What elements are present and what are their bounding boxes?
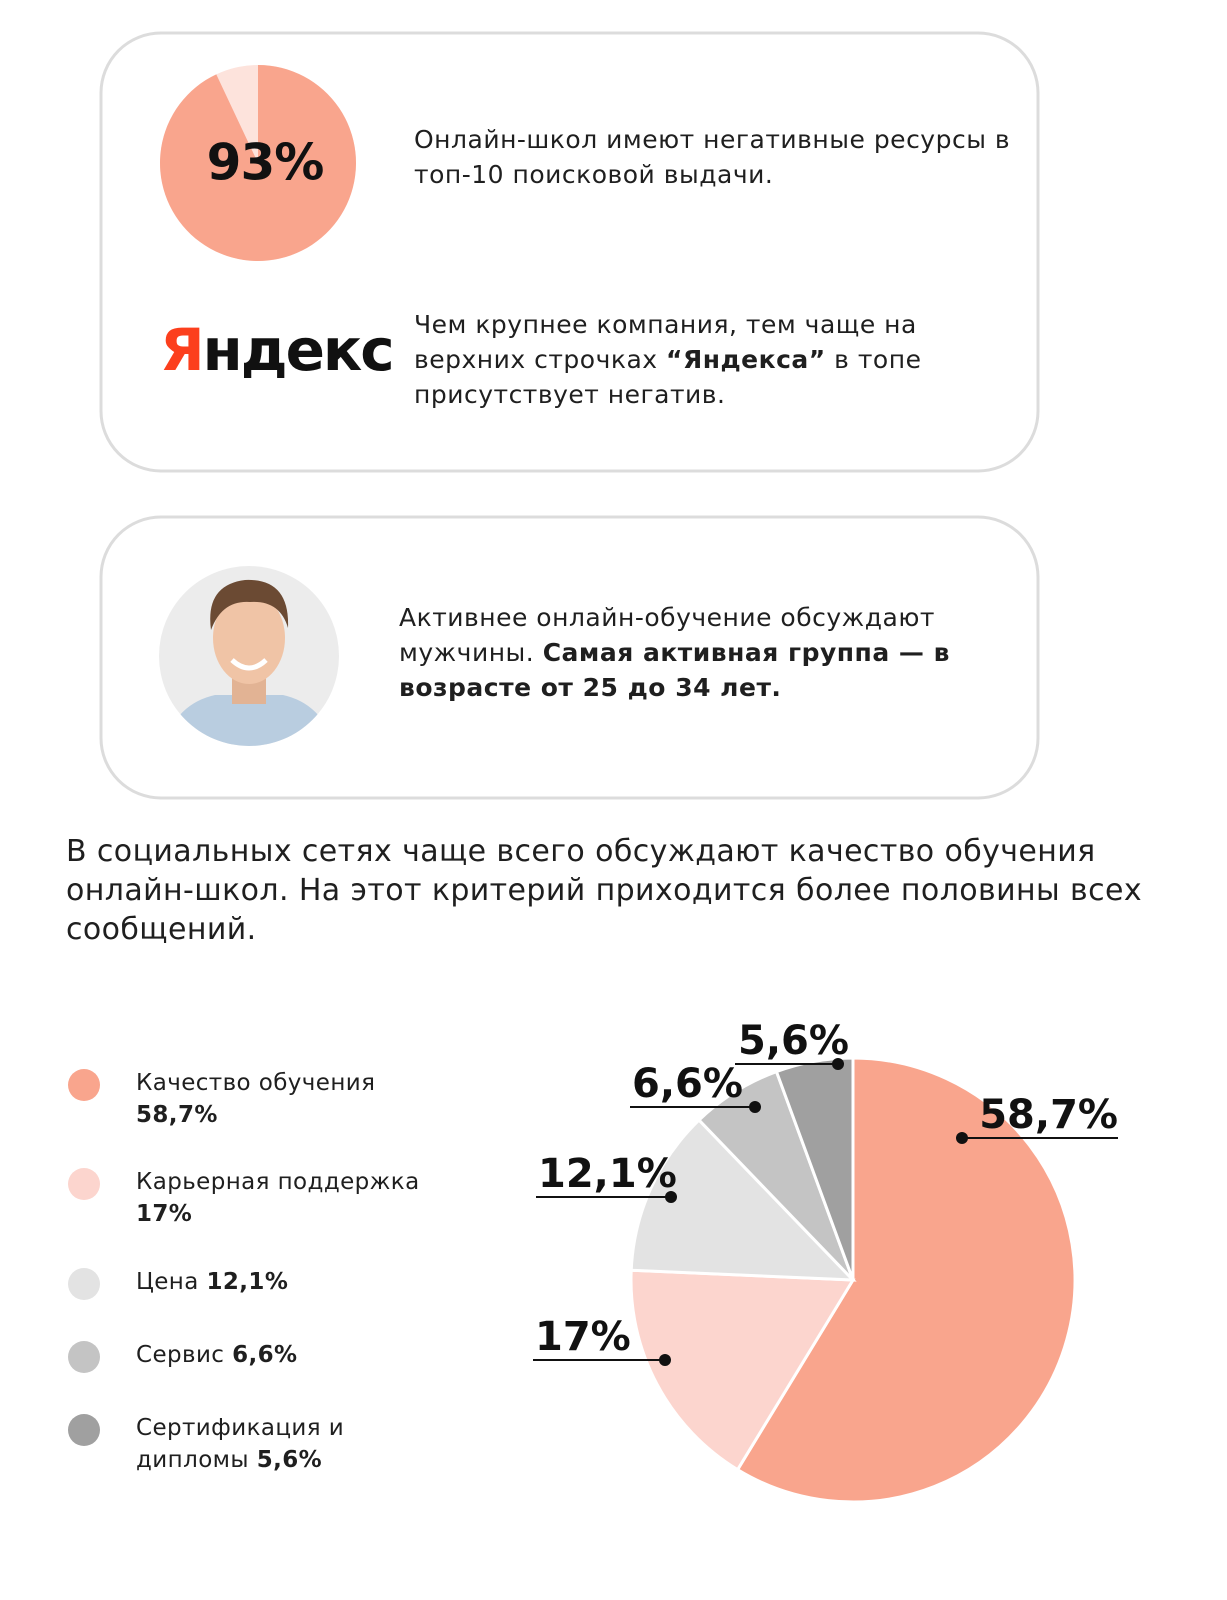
pie-slice [160, 65, 357, 262]
legend-entry: Качество обучения 58,7% [136, 1067, 476, 1131]
card-text: Активнее онлайн-обучение обсуждают мужчи… [399, 600, 999, 705]
legend-label: Сервис [136, 1342, 225, 1368]
leader-dot [956, 1132, 968, 1144]
logo: Яндекс [160, 316, 393, 384]
value-label: 12,1% [538, 1151, 677, 1197]
legend-swatch [68, 1268, 100, 1300]
hair [210, 579, 289, 630]
avatar [159, 566, 339, 746]
value-label: 58,7% [979, 1092, 1118, 1138]
value-label: 17% [535, 1314, 631, 1360]
legend-label: Карьерная поддержка [136, 1169, 420, 1195]
text: Чем крупнее компания, тем чаще на верхни… [414, 310, 917, 374]
legend-entry: Карьерная поддержка 17% [136, 1166, 476, 1230]
pie-slice [629, 1268, 856, 1472]
card-text: Онлайн-школ имеют негативные ресурсы в т… [414, 125, 1011, 189]
leader-dot [749, 1101, 761, 1113]
text: Активнее онлайн-обучение обсуждают мужчи… [399, 603, 935, 667]
paragraph: В социальных сетях чаще всего обсуждают … [66, 834, 1143, 947]
legend-label: Цена [136, 1269, 199, 1295]
legend-entry: Сертификация и дипломы 5,6% [136, 1412, 386, 1476]
legend-swatch [68, 1341, 100, 1373]
legend-label: Сертификация и дипломы [136, 1415, 345, 1473]
face [213, 592, 285, 684]
leader-dot [832, 1058, 844, 1070]
bold-text: Самая активная группа — в возрасте от 25… [399, 638, 950, 702]
value-label: 5,6% [738, 1018, 849, 1064]
leader-dot [665, 1191, 677, 1203]
legend-value: 5,6% [256, 1447, 323, 1473]
legend-label: Качество обучения [136, 1070, 376, 1096]
value-label: 6,6% [632, 1061, 743, 1107]
card [99, 515, 1040, 800]
card [99, 31, 1040, 473]
text: в топе присутствует негатив. [414, 345, 922, 409]
logo-rest: ндекс [203, 316, 393, 384]
legend-value: 58,7% [136, 1102, 218, 1128]
legend-swatch [68, 1168, 100, 1200]
value-label: 93% [207, 134, 324, 192]
legend-entry: Сервис 6,6% [136, 1339, 476, 1371]
leader-dot [659, 1354, 671, 1366]
logo-letter: Я [160, 316, 203, 384]
legend-entry: Цена 12,1% [136, 1266, 476, 1298]
pie-slice [735, 1056, 1077, 1504]
legend-value: 17% [136, 1201, 193, 1227]
pie-slice [774, 1056, 855, 1281]
legend-value: 12,1% [206, 1269, 289, 1295]
legend-swatch [68, 1069, 100, 1101]
legend-value: 6,6% [232, 1342, 298, 1368]
pie-slice [629, 1117, 857, 1282]
legend-swatch [68, 1414, 100, 1446]
card-text: Чем крупнее компания, тем чаще на верхни… [414, 307, 994, 412]
bold-text: “Яндекса” [666, 345, 826, 374]
smile [230, 658, 268, 671]
